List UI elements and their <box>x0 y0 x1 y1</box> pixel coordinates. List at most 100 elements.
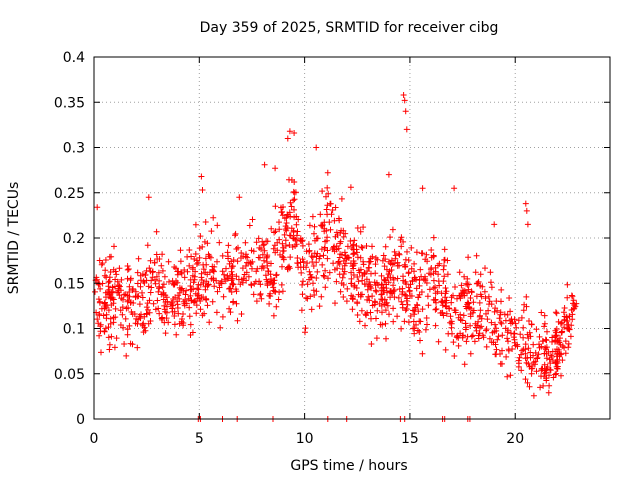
data-point <box>514 341 521 348</box>
data-point <box>498 298 504 305</box>
chart-title: Day 359 of 2025, SRMTID for receiver cib… <box>200 20 499 36</box>
data-point <box>249 216 256 223</box>
data-point <box>383 335 389 342</box>
data-point <box>147 257 154 264</box>
data-point <box>122 291 129 298</box>
data-point <box>504 335 511 342</box>
y-tick-label: 0.4 <box>63 50 85 66</box>
data-point <box>180 311 186 317</box>
y-tick-label: 0 <box>76 412 85 428</box>
data-point <box>292 236 299 243</box>
data-point <box>522 350 529 357</box>
data-point <box>342 252 349 259</box>
data-point <box>159 284 166 291</box>
data-point <box>323 206 330 213</box>
data-point <box>543 355 550 362</box>
data-point <box>508 330 514 337</box>
data-point <box>432 284 439 291</box>
data-point <box>199 243 206 250</box>
data-point <box>181 267 188 273</box>
data-point <box>187 286 194 293</box>
data-point <box>306 222 313 229</box>
data-point <box>473 327 480 334</box>
x-tick-label: 20 <box>506 431 524 447</box>
data-point <box>407 313 414 319</box>
data-point <box>361 281 368 288</box>
data-point <box>336 217 343 224</box>
data-point <box>147 318 154 324</box>
data-point <box>227 285 234 292</box>
data-point <box>147 289 154 296</box>
data-point <box>467 350 474 357</box>
data-point <box>265 268 272 275</box>
data-point <box>435 338 442 345</box>
data-point <box>365 293 372 300</box>
data-point <box>238 250 245 256</box>
data-point <box>432 322 439 329</box>
data-point <box>112 276 119 283</box>
data-point <box>477 271 484 278</box>
data-point <box>324 247 331 254</box>
data-point <box>327 226 334 233</box>
data-point <box>464 299 471 306</box>
data-point <box>309 213 316 220</box>
data-point <box>542 344 549 351</box>
data-point <box>340 233 347 240</box>
data-point <box>515 363 522 370</box>
data-point <box>374 256 381 263</box>
data-point <box>313 288 320 295</box>
data-point <box>117 307 124 314</box>
data-point <box>342 230 349 237</box>
data-point <box>390 318 397 325</box>
data-point <box>193 310 200 317</box>
data-point <box>198 173 205 180</box>
data-point <box>124 331 131 338</box>
y-tick-label: 0.25 <box>54 186 85 202</box>
data-point <box>236 194 243 201</box>
data-point <box>199 187 206 193</box>
data-point <box>511 330 517 337</box>
data-point <box>156 277 163 284</box>
data-point <box>142 327 149 334</box>
data-point <box>202 286 209 293</box>
data-point <box>186 313 193 320</box>
data-point <box>374 307 381 314</box>
data-point <box>428 265 435 271</box>
data-point <box>462 326 469 333</box>
data-point <box>565 340 572 347</box>
data-point <box>280 254 287 261</box>
data-point <box>568 292 575 299</box>
data-point <box>228 258 235 265</box>
data-point <box>522 376 529 383</box>
data-point <box>197 233 204 240</box>
data-point <box>385 171 392 178</box>
data-point <box>487 269 494 276</box>
data-point <box>178 270 185 277</box>
data-point <box>308 306 315 313</box>
data-point <box>492 321 498 328</box>
data-point <box>382 320 389 327</box>
data-point <box>96 311 103 317</box>
data-point <box>424 258 431 265</box>
data-point <box>478 315 485 322</box>
data-point <box>310 280 316 287</box>
data-point <box>171 308 178 315</box>
data-point <box>127 340 134 347</box>
data-point <box>161 306 168 313</box>
data-point <box>112 305 119 312</box>
data-point <box>135 255 142 262</box>
data-point <box>278 281 285 288</box>
data-point <box>250 291 257 298</box>
data-point <box>558 329 565 336</box>
data-point <box>105 334 112 341</box>
data-point <box>489 329 496 336</box>
data-point <box>302 325 309 332</box>
data-point <box>369 253 376 260</box>
data-point <box>279 263 285 270</box>
data-point <box>569 316 576 323</box>
data-point <box>459 334 466 341</box>
data-point <box>457 311 464 318</box>
data-point <box>208 228 215 235</box>
data-point <box>127 275 134 282</box>
data-point <box>439 302 446 309</box>
